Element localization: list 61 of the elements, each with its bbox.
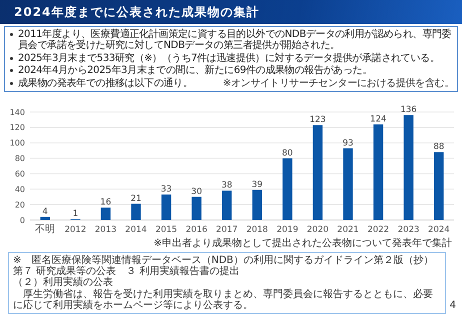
bar [434,152,444,220]
bar [222,190,232,220]
x-tick-label: 2019 [276,225,298,235]
data-label: 80 [282,148,293,158]
data-label: 1 [72,209,78,220]
bar [161,194,172,220]
y-tick-label: 20 [14,200,25,210]
data-label: 136 [400,105,417,116]
y-tick-label: 100 [10,138,25,148]
text: 2011年度より、医療費適正化計画策定に資する目的以外でのNDBデータの利用が認められ、専門委員会で承諾を受けた研究に対してNDBデータの第三者提供が開始された。 [18,29,452,52]
data-label: 88 [433,142,444,152]
x-tick-label: 2020 [306,225,329,235]
data-label: 30 [191,186,202,197]
bar [40,216,50,220]
x-tick-label: 2022 [367,225,390,235]
chart-title: 2024年度までに公表された成果物の集計 [0,0,462,24]
data-label: 16 [100,198,112,208]
data-label: 124 [370,114,386,124]
text: 厚生労働省は、報告を受けた利用実績を取りまとめ、専門委員会に報告するとともに、必要に応じて利用実績をホームページ等により公表する。 [13,288,434,312]
y-tick-label: 120 [10,123,25,132]
data-label: 21 [130,194,142,204]
x-tick-label: 2012 [64,225,86,235]
bar [131,204,141,220]
data-label: 93 [342,138,354,148]
x-tick-label: 2016 [186,225,208,235]
bar [192,196,202,220]
y-tick-label: 0 [20,216,25,225]
bar [343,148,353,220]
x-tick-label: 不明 [35,224,56,235]
x-tick-label: 2014 [125,225,147,235]
data-label: 39 [252,180,263,190]
y-tick-label: 60 [14,170,25,179]
x-tick-label: 2021 [337,225,359,235]
data-label: 123 [310,115,326,126]
text: ※申出者より成果物として提出された公表物について発表年で集計 [154,238,452,249]
bar [373,124,384,220]
bar [282,158,292,220]
y-tick-label: 140 [10,108,25,117]
text: 2025年3月末まで533研究（※）（うち7件は迅速提供）に対するデータ提供が承諾されている。 [18,52,441,64]
text: 2024年4月から2025年3月末までの間に、新たに69件の成果物の報告があった。 [18,65,374,77]
data-label: 4 [42,206,48,217]
text: 4 [450,300,456,311]
text: ※オンサイトリサーチセンターにおける提供を含む。 [222,78,454,90]
y-tick-label: 40 [14,184,25,194]
x-tick-label: 2023 [398,225,420,235]
x-tick-label: 2013 [94,225,117,235]
text: （２）利用実績の公表 [13,277,114,288]
x-tick-label: 2018 [246,225,268,235]
bar [404,115,414,220]
text: ※ 匿名医療保険等関連情報データベース（NDB）の利用に関するガイドライン第２版（抄） [13,255,434,266]
data-label: 38 [221,180,232,191]
bar [100,208,111,220]
text: 第７ 研究成果等の公表 ３ 利用実績報告書の提出 [13,266,240,278]
x-tick-label: 2024 [428,225,450,235]
text: 成果物の発表年での推移は以下の通り。 [18,78,194,90]
data-label: 33 [160,184,172,195]
y-tick-label: 80 [14,154,25,164]
bar [312,125,323,220]
bar [252,190,262,220]
x-tick-label: 2015 [155,225,178,235]
x-tick-label: 2017 [216,225,238,235]
